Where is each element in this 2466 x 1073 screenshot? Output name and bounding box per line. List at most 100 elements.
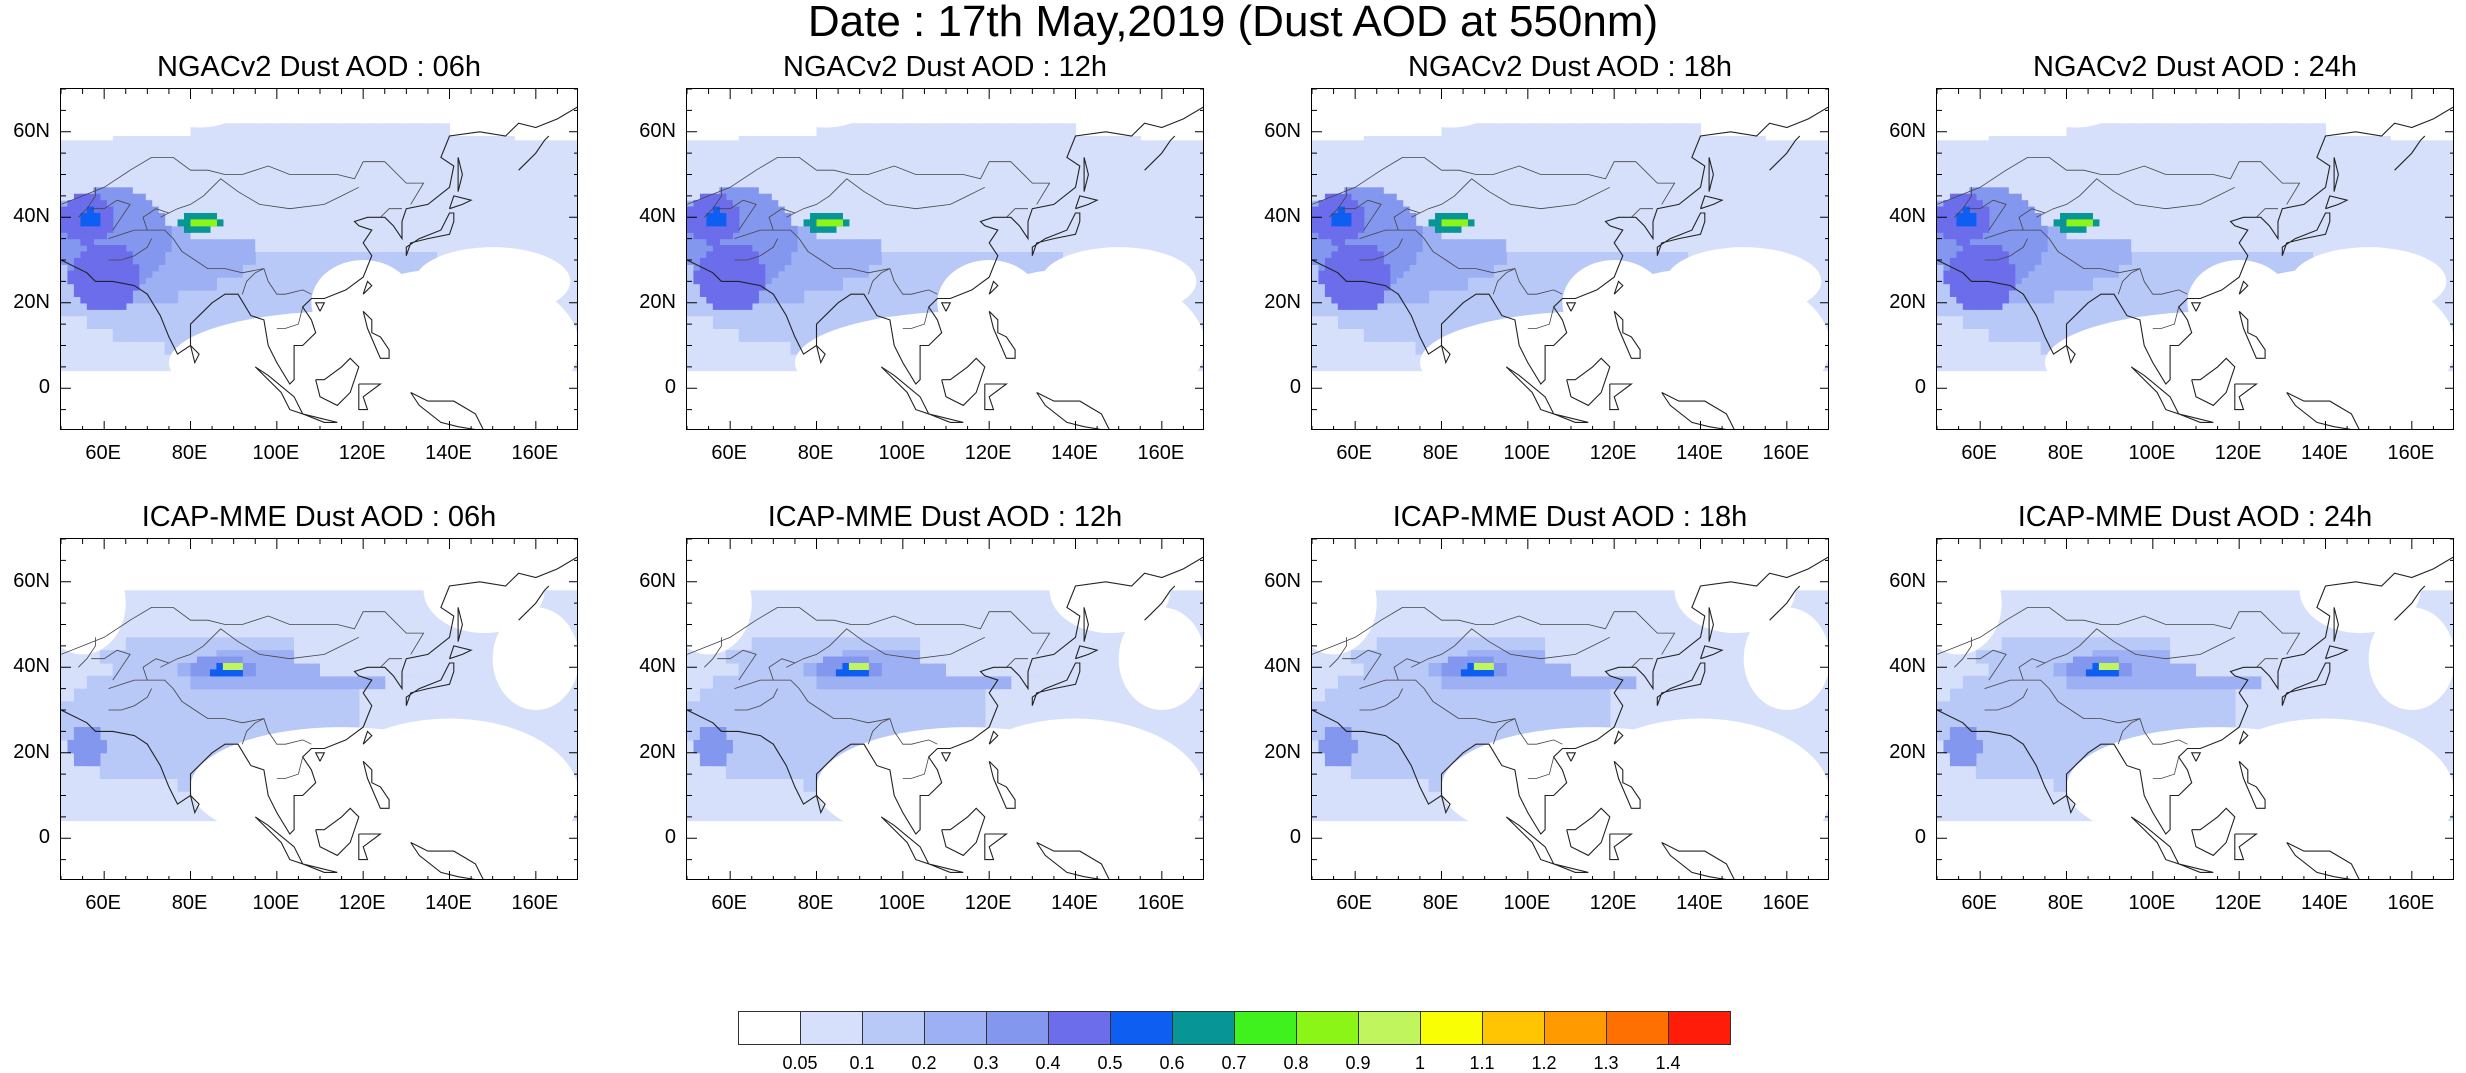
dust-aod-cell (855, 123, 869, 136)
dust-aod-cell (61, 251, 68, 258)
dust-aod-cell (74, 328, 88, 341)
dust-aod-cell (791, 290, 805, 303)
dust-aod-cell (700, 277, 707, 284)
dust-aod-cell (700, 213, 707, 220)
dust-aod-cell (687, 226, 694, 233)
clear-region (311, 260, 415, 346)
dust-aod-cell (268, 213, 282, 226)
dust-aod-cell (126, 296, 133, 303)
dust-aod-cell (765, 175, 779, 188)
dust-aod-cell (93, 232, 100, 239)
dust-aod-cell (739, 316, 753, 329)
dust-aod-cell (1571, 123, 1585, 136)
dust-aod-cell (817, 219, 824, 226)
dust-aod-cell (804, 316, 818, 329)
dust-aod-cell (732, 251, 739, 258)
dust-aod-cell (1166, 200, 1180, 213)
dust-aod-cell (713, 226, 720, 233)
dust-aod-cell (113, 136, 127, 149)
dust-aod-cell (1140, 187, 1154, 200)
dust-aod-cell (165, 149, 179, 162)
dust-aod-cell (178, 239, 192, 252)
lat-tick-label: 40N (616, 205, 676, 227)
dust-aod-cell (152, 251, 159, 258)
dust-aod-cell (985, 175, 999, 188)
dust-aod-cell (1101, 149, 1115, 162)
dust-aod-cell (1153, 200, 1167, 213)
dust-aod-cell (385, 251, 399, 264)
dust-aod-cell (106, 277, 113, 284)
dust-aod-cell (1377, 341, 1391, 354)
dust-aod-cell (74, 290, 81, 297)
dust-aod-cell (294, 264, 308, 277)
dust-aod-cell (475, 175, 489, 188)
dust-aod-cell (437, 226, 451, 239)
dust-aod-cell (165, 239, 172, 246)
dust-aod-cell (881, 303, 895, 316)
dust-aod-cell (93, 296, 100, 303)
dust-aod-cell (139, 200, 146, 207)
dust-aod-cell (907, 149, 921, 162)
dust-aod-cell (946, 239, 960, 252)
dust-aod-cell (829, 316, 843, 329)
dust-aod-cell (1140, 226, 1154, 239)
dust-aod-cell (106, 271, 113, 278)
dust-aod-cell (566, 239, 578, 252)
dust-aod-cell (126, 290, 133, 297)
dust-aod-cell (229, 149, 243, 162)
dust-aod-cell (726, 232, 733, 239)
dust-aod-cell (87, 232, 94, 239)
dust-aod-cell (346, 187, 360, 200)
dust-aod-cell (972, 187, 986, 200)
dust-aod-cell (920, 136, 934, 149)
dust-aod-cell (93, 200, 100, 207)
dust-aod-cell (126, 303, 140, 316)
dust-aod-cell (752, 175, 766, 188)
dust-aod-cell (817, 290, 831, 303)
dust-aod-cell (67, 271, 74, 278)
dust-aod-cell (778, 219, 785, 226)
dust-aod-cell (752, 194, 759, 201)
dust-aod-cell (713, 258, 720, 265)
dust-aod-cell (139, 149, 153, 162)
dust-aod-cell (152, 277, 166, 290)
dust-aod-cell (745, 207, 752, 214)
dust-aod-cell (998, 187, 1012, 200)
dust-aod-cell (765, 136, 779, 149)
dust-aod-cell (80, 258, 87, 265)
dust-aod-cell (745, 284, 752, 291)
dust-aod-cell (359, 149, 373, 162)
dust-aod-cell (61, 245, 68, 252)
dust-aod-cell (74, 258, 81, 265)
dust-aod-cell (307, 149, 321, 162)
dust-aod-cell (540, 200, 554, 213)
dust-aod-cell (752, 136, 766, 149)
dust-aod-cell (139, 207, 146, 214)
dust-aod-cell (165, 303, 179, 316)
dust-aod-cell (907, 123, 921, 136)
dust-aod-cell (771, 251, 778, 258)
dust-aod-cell (1011, 226, 1025, 239)
dust-aod-cell (804, 149, 818, 162)
dust-aod-cell (216, 187, 230, 200)
dust-aod-cell (933, 226, 947, 239)
dust-aod-cell (1114, 213, 1128, 226)
dust-aod-cell (203, 219, 210, 226)
dust-aod-cell (307, 136, 321, 149)
dust-aod-cell (566, 251, 578, 264)
dust-aod-cell (726, 296, 733, 303)
dust-aod-cell (868, 264, 882, 277)
dust-aod-cell (726, 213, 733, 220)
dust-aod-cell (100, 303, 107, 310)
dust-aod-cell (745, 245, 752, 252)
dust-aod-cell (739, 284, 746, 291)
dust-aod-cell (804, 290, 818, 303)
dust-aod-cell (501, 162, 515, 175)
dust-aod-cell (823, 213, 830, 220)
dust-aod-cell (87, 264, 94, 271)
dust-aod-cell (203, 175, 217, 188)
dust-aod-cell (726, 284, 733, 291)
dust-aod-cell (132, 264, 139, 271)
dust-aod-cell (739, 162, 753, 175)
dust-aod-cell (758, 226, 765, 233)
